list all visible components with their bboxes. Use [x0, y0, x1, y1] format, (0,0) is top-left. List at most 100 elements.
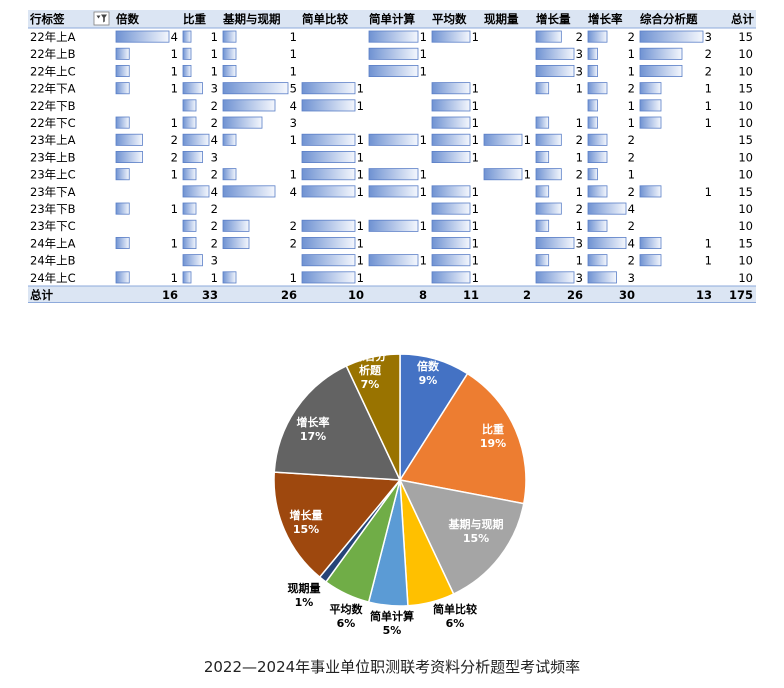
total-value: 26	[567, 288, 583, 302]
cell-value: 1	[420, 168, 427, 182]
total-value: 2	[523, 288, 531, 302]
cell-value: 1	[628, 99, 635, 113]
data-bar	[301, 99, 356, 112]
row-label: 23年上C	[30, 168, 76, 182]
data-bar	[639, 236, 662, 249]
pie-labels: 倍数9%比重19%基期与现期15%简单比较6%简单计算5%平均数6%现期量1%增…	[288, 349, 507, 637]
data-bar	[587, 116, 598, 129]
data-bar	[115, 168, 130, 181]
cell-value: 1	[290, 30, 297, 44]
data-bar	[535, 168, 562, 181]
cell-value: 1	[171, 168, 178, 182]
table-row: 24年上C 1 1 1 1 1 3 3 10	[30, 271, 753, 285]
slice-name-label: 简单计算	[370, 609, 414, 623]
data-bar	[587, 150, 608, 163]
data-bar	[301, 219, 356, 232]
cell-value: 2	[705, 64, 712, 78]
pie-slice-增长量	[273, 471, 402, 579]
cell-value: 1	[576, 82, 583, 96]
cell-value: 3	[576, 236, 583, 250]
column-header[interactable]: 倍数	[116, 12, 139, 26]
column-header[interactable]: 基期与现期	[222, 12, 281, 26]
data-bar	[222, 219, 250, 232]
data-bar	[182, 236, 197, 249]
row-label: 22年下A	[30, 82, 76, 96]
pie-slice-基期与现期	[398, 478, 525, 596]
cell-value: 2	[211, 202, 218, 216]
column-header[interactable]: 总计	[731, 12, 754, 26]
row-label: 23年下A	[30, 185, 76, 199]
column-header[interactable]: 平均数	[432, 12, 467, 26]
cell-value: 15	[738, 236, 753, 250]
filter-dropdown-icon[interactable]	[93, 11, 110, 26]
cell-value: 10	[738, 202, 753, 216]
cell-value: 1	[357, 219, 364, 233]
data-bar	[535, 236, 575, 249]
cell-value: 10	[738, 64, 753, 78]
cell-value: 1	[576, 185, 583, 199]
column-header[interactable]: 增长率	[588, 12, 623, 26]
cell-value: 2	[628, 133, 635, 147]
data-bar	[639, 30, 704, 43]
cell-value: 1	[420, 47, 427, 61]
table-row: 22年下B 2 4 1 1 1 1 10	[30, 99, 753, 113]
data-bar	[222, 133, 237, 146]
pivot-header-row: 行标签 倍数 比重 基期与现期 简单比较 简单计算 平均数 现期量 增长量 增长率 综合分析题 总计	[28, 10, 756, 29]
data-bar	[431, 236, 471, 249]
data-bar	[222, 47, 237, 60]
cell-value: 3	[211, 82, 218, 96]
total-value: 30	[619, 288, 635, 302]
cell-value: 1	[705, 254, 712, 268]
data-bar	[535, 219, 550, 232]
data-bar	[368, 168, 419, 181]
data-bar	[222, 236, 250, 249]
cell-value: 1	[472, 99, 479, 113]
cell-value: 3	[576, 47, 583, 61]
cell-value: 2	[576, 168, 583, 182]
cell-value: 1	[171, 82, 178, 96]
column-header[interactable]: 增长量	[536, 12, 571, 26]
data-bar	[115, 133, 143, 146]
cell-value: 1	[420, 219, 427, 233]
data-bar	[222, 116, 263, 129]
pie-slice-比重	[398, 372, 527, 505]
data-bar	[222, 65, 237, 78]
total-value: 175	[729, 288, 753, 302]
cell-value: 1	[472, 236, 479, 250]
cell-value: 1	[171, 64, 178, 78]
pie-slice-综合分析题	[345, 353, 401, 481]
row-label: 24年上B	[30, 254, 76, 268]
column-header[interactable]: 简单计算	[369, 12, 415, 26]
column-header[interactable]: 现期量	[484, 12, 519, 26]
cell-value: 1	[472, 219, 479, 233]
data-bar	[535, 65, 575, 78]
data-bar	[301, 150, 356, 163]
cell-value: 1	[290, 133, 297, 147]
table-row: 23年上C 1 2 1 1 1 1 2 1 10	[30, 168, 753, 182]
column-header[interactable]: 综合分析题	[640, 12, 698, 26]
cell-value: 1	[420, 254, 427, 268]
data-bar	[587, 99, 598, 112]
cell-value: 1	[420, 133, 427, 147]
data-bar	[587, 202, 627, 215]
cell-value: 10	[738, 254, 753, 268]
pivot-total-row: 总计 16 33 26 10 8 11 2 26 30 13 175	[28, 285, 756, 303]
cell-value: 1	[705, 236, 712, 250]
cell-value: 4	[211, 133, 218, 147]
data-bar	[535, 271, 575, 284]
cell-value: 1	[290, 168, 297, 182]
cell-value: 1	[472, 133, 479, 147]
data-bar	[587, 133, 608, 146]
total-label: 总计	[30, 288, 53, 302]
data-bar	[368, 65, 419, 78]
total-value: 10	[348, 288, 364, 302]
data-bar	[431, 82, 471, 95]
data-bar	[587, 65, 598, 78]
cell-value: 1	[171, 47, 178, 61]
column-header[interactable]: 比重	[183, 12, 206, 26]
column-header[interactable]: 简单比较	[302, 12, 348, 26]
data-bar	[587, 219, 608, 232]
cell-value: 1	[576, 254, 583, 268]
slice-name-label: 简单比较	[433, 602, 477, 616]
